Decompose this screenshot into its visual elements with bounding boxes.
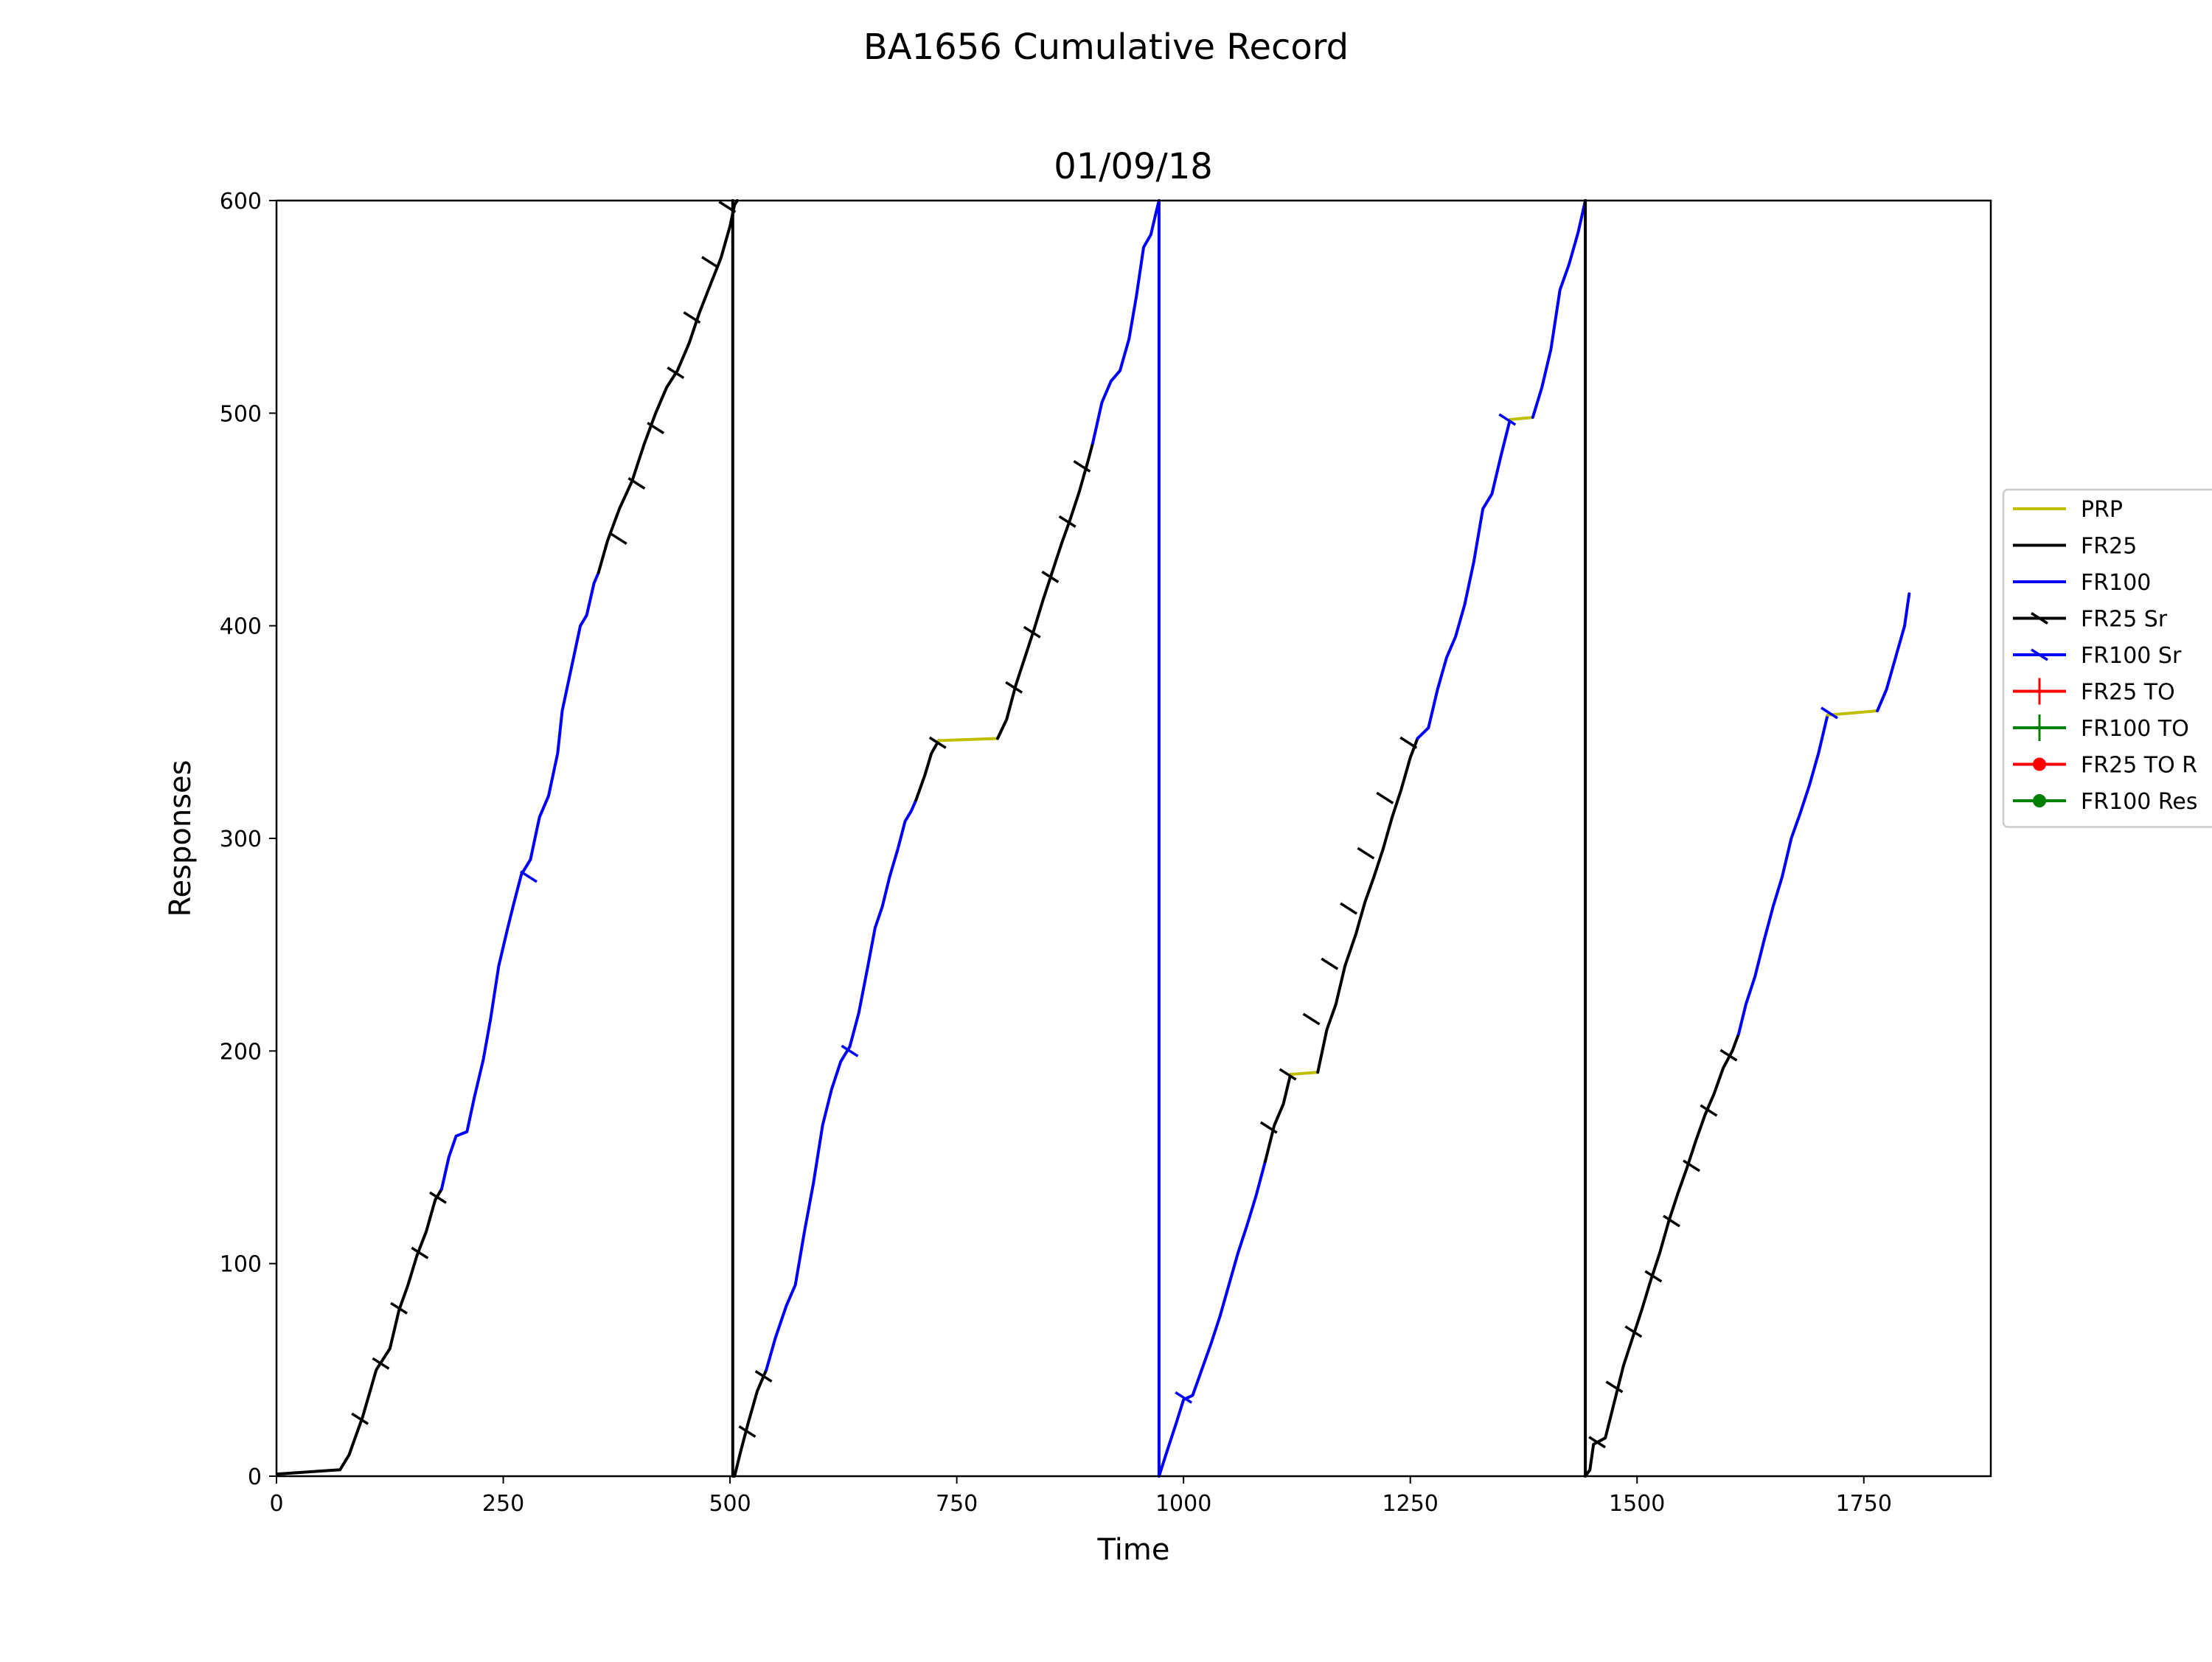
x-tick-label: 1750 bbox=[1836, 1491, 1892, 1517]
legend-marker-fr100-res bbox=[2033, 794, 2046, 807]
x-tick-label: 0 bbox=[269, 1491, 283, 1517]
sr-marker-fr25-sr-33 bbox=[1683, 1159, 1700, 1172]
sr-marker-fr100-sr-1 bbox=[841, 1044, 859, 1057]
sr-marker-fr25-sr-23 bbox=[1321, 957, 1339, 970]
sr-marker-fr25-sr-18 bbox=[1058, 515, 1077, 528]
legend-label-fr25: FR25 bbox=[2081, 534, 2137, 560]
legend-label-fr25-to-r: FR25 TO R bbox=[2081, 753, 2197, 779]
x-tick-label: 750 bbox=[936, 1491, 978, 1517]
sr-marker-fr25-sr-6 bbox=[627, 477, 646, 490]
series-line-prp-14 bbox=[1509, 416, 1534, 421]
sr-marker-fr25-sr-11 bbox=[718, 201, 737, 214]
legend-label-prp: PRP bbox=[2081, 497, 2123, 523]
sr-marker-fr25-sr-9 bbox=[683, 311, 701, 324]
y-tick-label: 600 bbox=[220, 189, 262, 215]
series-line-fr100-13 bbox=[1416, 418, 1512, 740]
sr-marker-fr25-sr-30 bbox=[1624, 1325, 1643, 1338]
x-tick-label: 1500 bbox=[1609, 1491, 1665, 1517]
x-tick-label: 1250 bbox=[1382, 1491, 1439, 1517]
x-tick-label: 250 bbox=[482, 1491, 524, 1517]
sr-marker-fr25-sr-5 bbox=[609, 532, 627, 545]
sr-marker-fr25-sr-15 bbox=[1005, 681, 1023, 694]
sr-marker-fr25-sr-24 bbox=[1340, 902, 1357, 915]
sr-marker-fr25-sr-29 bbox=[1605, 1380, 1624, 1394]
sr-marker-fr25-sr-32 bbox=[1663, 1214, 1680, 1228]
series-line-fr100-4 bbox=[765, 799, 918, 1371]
sr-marker-fr100-sr-3 bbox=[1498, 413, 1517, 426]
y-tick-label: 500 bbox=[220, 401, 262, 427]
series-line-fr25-16 bbox=[1584, 199, 1740, 1478]
series-line-fr100-19 bbox=[1876, 592, 1911, 712]
y-tick-label: 200 bbox=[220, 1039, 262, 1065]
y-tick-label: 300 bbox=[220, 827, 262, 852]
sr-marker-fr25-sr-26 bbox=[1376, 791, 1394, 804]
legend-label-fr100-res: FR100 Res bbox=[2081, 789, 2197, 815]
axes: 0 250 500 750 1000 1250 1500 1750 0 100 200 300 400 5… bbox=[164, 189, 1992, 1567]
legend-label-fr100-sr: FR100 Sr bbox=[2081, 643, 2182, 669]
sr-marker-fr25-sr-17 bbox=[1041, 570, 1060, 583]
y-tick-label: 400 bbox=[220, 614, 262, 640]
sr-marker-fr25-sr-34 bbox=[1700, 1104, 1718, 1117]
legend-box bbox=[2002, 488, 2212, 828]
sr-marker-fr25-sr-2 bbox=[390, 1301, 408, 1315]
legend-label-fr100-to: FR100 TO bbox=[2081, 716, 2189, 742]
sr-marker-fr25-sr-22 bbox=[1302, 1012, 1321, 1026]
series-line-fr100-8 bbox=[1091, 199, 1161, 1478]
series-line-fr25-7 bbox=[996, 441, 1095, 740]
series-line-fr25-10 bbox=[1263, 1073, 1293, 1164]
sr-marker-fr25-sr-0 bbox=[351, 1412, 369, 1425]
axes-title: 01/09/18 bbox=[1054, 146, 1213, 187]
series-line-fr25-0 bbox=[276, 1187, 443, 1476]
y-tick-label: 100 bbox=[220, 1252, 262, 1278]
legend-marker-fr25-sr bbox=[2031, 612, 2048, 625]
legend-marker-fr100-sr bbox=[2031, 648, 2048, 661]
sr-marker-fr25-sr-12 bbox=[738, 1425, 757, 1438]
legend-label-fr25-sr: FR25 Sr bbox=[2081, 607, 2168, 633]
series-line-fr25-3 bbox=[731, 199, 768, 1478]
x-axis-label: Time bbox=[1097, 1533, 1170, 1567]
series-line-prp-11 bbox=[1289, 1071, 1320, 1076]
legend-marker-fr25-to-r bbox=[2033, 757, 2046, 771]
x-tick-label: 500 bbox=[709, 1491, 751, 1517]
x-tick-label: 1000 bbox=[1155, 1491, 1211, 1517]
sr-marker-fr25-sr-7 bbox=[647, 422, 665, 434]
sr-marker-fr25-sr-14 bbox=[928, 736, 947, 749]
figure-suptitle: BA1656 Cumulative Record bbox=[863, 27, 1349, 68]
sr-marker-fr100-sr-4 bbox=[1820, 706, 1838, 720]
sr-marker-fr100-sr-0 bbox=[520, 870, 538, 883]
series-line-fr100-1 bbox=[439, 571, 600, 1191]
sr-marker-fr25-sr-16 bbox=[1023, 625, 1041, 639]
sr-marker-fr25-sr-27 bbox=[1399, 736, 1418, 749]
legend-label-fr100: FR100 bbox=[2081, 570, 2151, 596]
legend: PRP FR25 FR100 FR25 Sr FR100 Sr FR25 TO FR100 … bbox=[2002, 488, 2212, 828]
sr-marker-fr25-sr-21 bbox=[1279, 1068, 1297, 1081]
series-line-fr100-9 bbox=[1157, 1160, 1267, 1478]
series-line-fr25-12 bbox=[1316, 737, 1419, 1074]
sr-marker-fr25-sr-4 bbox=[429, 1191, 447, 1204]
series-line-prp-18 bbox=[1826, 709, 1879, 717]
series-line-prp-6 bbox=[937, 737, 999, 743]
sr-marker-fr25-sr-8 bbox=[667, 366, 685, 380]
sr-marker-fr25-sr-13 bbox=[754, 1370, 773, 1383]
sr-marker-fr25-sr-10 bbox=[701, 256, 719, 269]
sr-marker-fr100-sr-2 bbox=[1175, 1391, 1193, 1404]
sr-marker-fr25-sr-31 bbox=[1644, 1270, 1663, 1283]
sr-marker-fr25-sr-3 bbox=[411, 1246, 429, 1259]
legend-label-fr25-to: FR25 TO bbox=[2081, 680, 2175, 706]
plot-area bbox=[276, 199, 1911, 1478]
sr-marker-fr25-sr-28 bbox=[1588, 1436, 1607, 1449]
sr-marker-fr25-sr-25 bbox=[1357, 846, 1375, 860]
series-line-fr25-5 bbox=[914, 739, 940, 802]
y-axis-label: Responses bbox=[164, 760, 198, 917]
sr-marker-fr25-sr-35 bbox=[1719, 1049, 1738, 1062]
y-tick-label: 0 bbox=[248, 1464, 262, 1490]
sr-marker-fr25-sr-1 bbox=[372, 1357, 390, 1370]
sr-marker-fr25-sr-19 bbox=[1073, 459, 1091, 473]
sr-marker-fr25-sr-20 bbox=[1259, 1121, 1278, 1134]
series-line-fr100-17 bbox=[1737, 713, 1829, 1036]
series-line-fr25-2 bbox=[597, 199, 739, 574]
series-line-fr100-15 bbox=[1531, 199, 1587, 420]
